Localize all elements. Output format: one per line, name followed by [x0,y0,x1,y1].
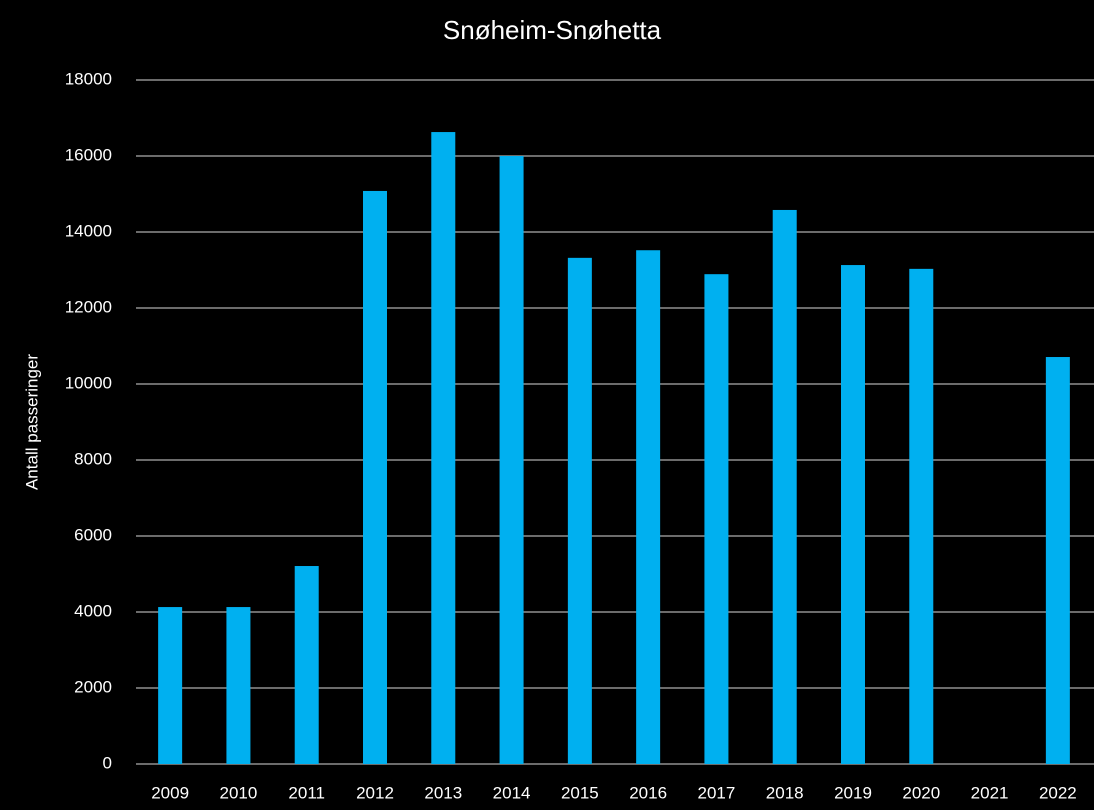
x-tick-label: 2009 [151,783,189,802]
x-tick-label: 2012 [356,783,394,802]
chart-title: Snøheim-Snøhetta [443,15,662,45]
y-tick-label: 2000 [74,677,112,696]
y-tick-label: 6000 [74,525,112,544]
x-tick-label: 2018 [766,783,804,802]
bar [363,190,387,764]
bar [909,268,934,764]
x-tick-label: 2015 [561,783,599,802]
bar [294,566,319,764]
x-tick-label: 2021 [971,783,1009,802]
x-tick-label: 2019 [834,783,872,802]
x-tick-label: 2017 [698,783,736,802]
bar [841,265,865,764]
x-tick-label: 2022 [1039,783,1077,802]
x-tick-label: 2013 [424,783,462,802]
bar [431,132,456,764]
bar [1045,357,1070,764]
bar [772,209,797,764]
y-axis-label: Antall passeringer [22,354,41,490]
bar [158,607,183,764]
bar [704,274,729,764]
bar [499,156,524,764]
bar [226,607,251,764]
bar [567,257,592,764]
y-tick-label: 16000 [65,145,112,164]
y-tick-label: 8000 [74,449,112,468]
y-tick-label: 12000 [65,297,112,316]
y-tick-label: 4000 [74,601,112,620]
y-tick-label: 0 [103,753,112,772]
x-tick-label: 2020 [902,783,940,802]
x-tick-label: 2010 [220,783,258,802]
y-tick-label: 14000 [65,221,112,240]
y-tick-label: 10000 [65,373,112,392]
y-tick-label: 18000 [65,69,112,88]
x-tick-label: 2014 [493,783,531,802]
x-tick-label: 2011 [288,783,325,802]
bar [636,250,661,765]
x-tick-label: 2016 [629,783,667,802]
